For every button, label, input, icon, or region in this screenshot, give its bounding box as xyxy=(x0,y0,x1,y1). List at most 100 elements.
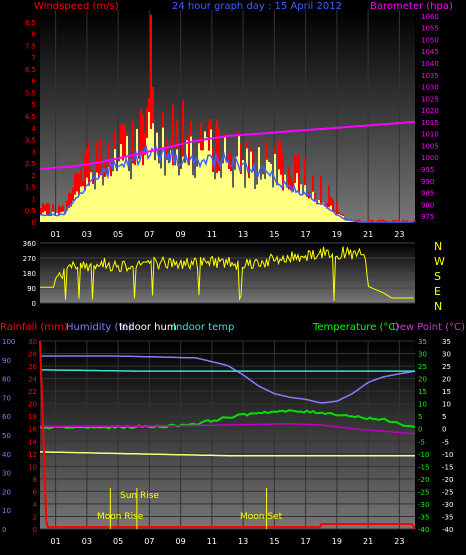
wind-bar xyxy=(282,152,284,222)
temp-tick-label: -5 xyxy=(418,438,425,446)
avg-wind-bar xyxy=(226,162,228,222)
avg-wind-bar xyxy=(200,150,202,222)
avg-wind-bar xyxy=(110,176,112,222)
wind-tick-label: 6.5 xyxy=(25,66,36,74)
baro-tick-label: 1055 xyxy=(421,25,439,33)
avg-wind-bar xyxy=(52,211,54,222)
direction-tick-label: 270 xyxy=(23,255,36,263)
x-tick-label: 09 xyxy=(176,230,186,239)
dew-tick-label: 20 xyxy=(442,376,451,384)
avg-wind-bar xyxy=(130,179,132,222)
avg-wind-bar xyxy=(180,168,182,222)
wind-axis-ticks: 0 0.5 1 1.5 2 2.5 3 3.5 4 4.5 5 5.5 6 6.5 7 7.5 8 8.5 xyxy=(25,19,37,227)
avg-wind-bar xyxy=(44,211,46,222)
avg-wind-bar xyxy=(194,177,196,222)
avg-wind-bar xyxy=(238,135,240,222)
avg-wind-bar xyxy=(94,189,96,222)
avg-wind-bar xyxy=(308,198,310,222)
humidity-tick-label: 100 xyxy=(2,338,15,346)
barometer-axis-ticks: 975 980 985 990 995 1000 1005 1010 1015 1020 1025 1… xyxy=(421,13,439,221)
avg-wind-bar xyxy=(288,189,290,222)
wind-bar xyxy=(150,14,152,223)
indoor-hum-line xyxy=(39,451,415,457)
avg-wind-bar xyxy=(282,190,284,222)
temp-tick-label: -10 xyxy=(418,451,429,459)
avg-wind-bar xyxy=(172,165,174,222)
avg-wind-bar xyxy=(104,176,106,222)
avg-wind-bar xyxy=(236,156,238,222)
avg-wind-bar xyxy=(276,185,278,222)
avg-wind-bar xyxy=(144,154,146,222)
avg-wind-bar xyxy=(178,175,180,222)
wind-tick-label: 2.5 xyxy=(25,160,36,168)
wind-tick-label: 5 xyxy=(32,101,36,109)
avg-wind-bar xyxy=(214,179,216,222)
avg-wind-bar xyxy=(138,158,140,222)
rain-tick-label: 12 xyxy=(28,451,37,459)
x-tick-label: 07 xyxy=(144,537,154,546)
compass-w: W xyxy=(434,255,445,268)
avg-wind-bar xyxy=(208,150,210,222)
avg-wind-polyline xyxy=(40,144,414,223)
avg-wind-bar xyxy=(128,171,130,222)
x-tick-label: 15 xyxy=(269,537,279,546)
temp-tick-label: 10 xyxy=(418,401,427,409)
climate-grid xyxy=(40,340,415,530)
avg-wind-bar xyxy=(58,215,60,222)
dew-tick-label: -25 xyxy=(442,488,453,496)
dew-tick-label: 5 xyxy=(442,413,446,421)
avg-wind-bar xyxy=(324,206,326,222)
avg-wind-bar xyxy=(322,202,324,222)
avg-wind-bar xyxy=(84,190,86,222)
dew-tick-label: -15 xyxy=(442,463,453,471)
avg-wind-bar xyxy=(334,212,336,222)
avg-wind-bar xyxy=(254,189,256,222)
wind-bar xyxy=(392,220,394,222)
avg-wind-bar xyxy=(160,168,162,222)
baro-tick-label: 1040 xyxy=(421,60,439,68)
avg-wind-bar xyxy=(274,153,276,222)
wind-bar xyxy=(332,198,334,222)
wind-bar xyxy=(406,220,408,222)
wind-bar xyxy=(48,203,50,222)
avg-wind-bar xyxy=(346,219,348,222)
avg-wind-bar xyxy=(106,173,108,222)
avg-wind-bar xyxy=(154,160,156,222)
direction-tick-label: 0 xyxy=(32,300,36,308)
compass-e: E xyxy=(434,285,441,298)
avg-wind-bar xyxy=(310,197,312,222)
compass-s: S xyxy=(434,270,441,283)
wind-panel-grid xyxy=(55,10,400,222)
avg-wind-bar xyxy=(330,205,332,222)
avg-wind-bar xyxy=(168,163,170,222)
avg-wind-bar xyxy=(326,208,328,222)
windspeed-label: Windspeed (m/s) xyxy=(34,1,119,12)
avg-wind-bar xyxy=(82,186,84,222)
avg-wind-bar xyxy=(328,207,330,222)
wind-bar xyxy=(372,220,374,222)
temp-tick-label: -20 xyxy=(418,476,429,484)
avg-wind-bar xyxy=(176,149,178,222)
rainfall-label: Rainfall (mm) xyxy=(0,322,68,333)
humidity-tick-label: 0 xyxy=(2,526,6,534)
wind-bar xyxy=(380,220,382,222)
avg-wind-bar xyxy=(164,175,166,222)
dew-tick-label: 15 xyxy=(442,388,451,396)
avg-wind-bar xyxy=(244,187,246,222)
baro-tick-label: 1020 xyxy=(421,107,439,115)
avg-wind-bar xyxy=(212,172,214,222)
barometer-line xyxy=(39,120,416,170)
wind-bar xyxy=(382,219,384,222)
avg-wind-bar xyxy=(280,174,282,222)
wind-tick-label: 1.5 xyxy=(25,184,36,192)
avg-wind-bar xyxy=(314,201,316,222)
avg-wind-bar xyxy=(222,163,224,222)
x-tick-label: 07 xyxy=(144,230,154,239)
baro-tick-label: 1030 xyxy=(421,84,439,92)
avg-wind-bar xyxy=(142,165,144,222)
avg-wind-bar xyxy=(64,214,66,222)
avg-wind-bar xyxy=(234,169,236,222)
avg-wind-bar xyxy=(60,212,62,222)
temp-tick-label: 15 xyxy=(418,388,427,396)
